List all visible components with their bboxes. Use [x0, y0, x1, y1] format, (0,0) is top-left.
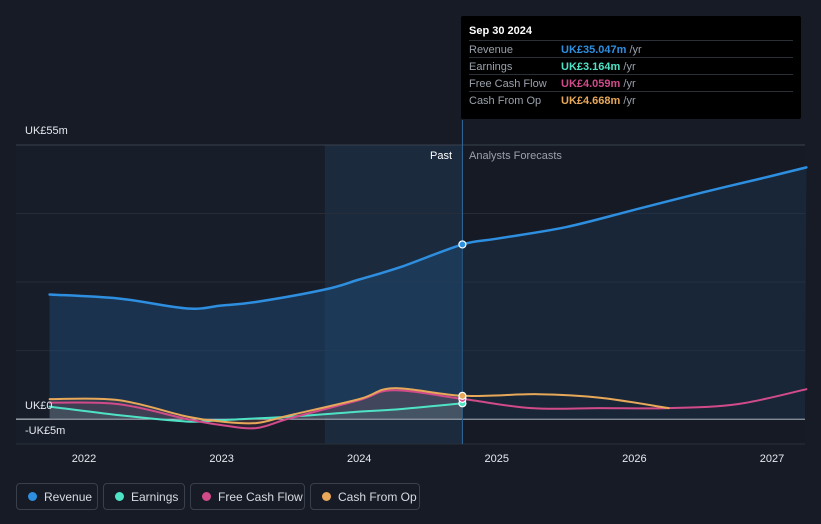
tooltip-row-revenue: Revenue UK£35.047m /yr	[469, 40, 793, 58]
x-tick-label: 2025	[485, 453, 509, 465]
legend-dot-icon	[202, 492, 211, 501]
series-line-revenue	[48, 166, 808, 310]
y-tick-label-top: UK£55m	[25, 125, 68, 137]
tooltip-value: UK£4.059m	[561, 78, 621, 90]
past-label: Past	[430, 150, 453, 162]
tooltip-unit: /yr	[623, 61, 636, 73]
series-area	[49, 388, 463, 424]
tooltip-row-fcf: Free Cash Flow UK£4.059m /yr	[469, 74, 793, 92]
tooltip-label: Revenue	[469, 44, 514, 56]
legend-item-free-cash-flow[interactable]: Free Cash Flow	[190, 483, 305, 510]
legend-label: Free Cash Flow	[218, 490, 303, 504]
tooltip-unit: /yr	[623, 95, 636, 107]
tooltip-value: UK£3.164m	[561, 61, 621, 73]
tooltip-label: Earnings	[469, 61, 513, 73]
tooltip-label: Free Cash Flow	[469, 78, 547, 90]
tooltip: Sep 30 2024 Revenue UK£35.047m /yr Earni…	[461, 16, 801, 119]
x-tick-label: 2027	[760, 453, 784, 465]
legend-dot-icon	[28, 492, 37, 501]
tooltip-row-earnings: Earnings UK£3.164m /yr	[469, 57, 793, 75]
x-tick-label: 2023	[209, 453, 233, 465]
tooltip-value: UK£35.047m	[561, 44, 627, 56]
tooltip-date: Sep 30 2024	[469, 25, 532, 37]
series-line-earnings	[48, 402, 464, 423]
legend-dot-icon	[115, 492, 124, 501]
legend-label: Earnings	[131, 490, 179, 504]
tooltip-value: UK£4.668m	[561, 95, 621, 107]
x-tick-label: 2026	[622, 453, 646, 465]
legend-item-earnings[interactable]: Earnings	[103, 483, 185, 510]
x-tick-label: 2024	[347, 453, 371, 465]
series-line-cash-from-op	[48, 387, 670, 425]
x-tick-label: 2022	[72, 453, 96, 465]
y-tick-label-zero: UK£0	[25, 400, 53, 412]
tooltip-label: Cash From Op	[469, 95, 542, 107]
y-tick-label-bottom: -UK£5m	[25, 425, 66, 437]
series-area	[49, 403, 463, 422]
data-point-marker	[458, 391, 467, 400]
data-point-marker	[458, 240, 467, 249]
legend-item-cash-from-op[interactable]: Cash From Op	[310, 483, 420, 510]
legend-label: Cash From Op	[338, 490, 417, 504]
tooltip-unit: /yr	[629, 44, 642, 56]
legend-item-revenue[interactable]: Revenue	[16, 483, 98, 510]
revenue-area-forecast	[462, 167, 807, 420]
legend-label: Revenue	[44, 490, 93, 504]
tooltip-row-cfo: Cash From Op UK£4.668m /yr	[469, 91, 793, 109]
legend-dot-icon	[322, 492, 331, 501]
tooltip-unit: /yr	[623, 78, 636, 90]
revenue-area-past	[49, 244, 463, 420]
forecast-label: Analysts Forecasts	[469, 150, 562, 162]
